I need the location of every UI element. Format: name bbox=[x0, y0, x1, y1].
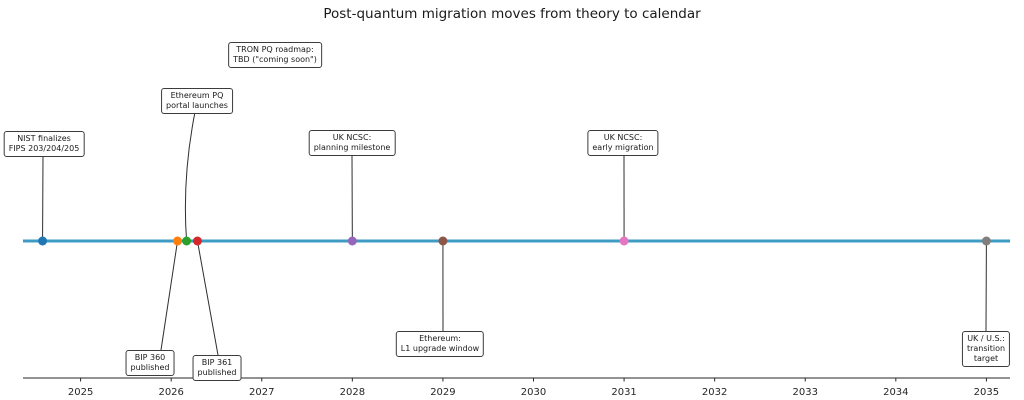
x-axis-tick-label: 2035 bbox=[974, 387, 999, 398]
x-axis-tick-label: 2030 bbox=[521, 387, 546, 398]
event-dot-bip-360-published bbox=[173, 236, 183, 246]
x-axis-tick-label: 2027 bbox=[249, 387, 274, 398]
event-dot-uk-us-transition-target bbox=[981, 236, 991, 246]
x-axis-tick-label: 2034 bbox=[883, 387, 908, 398]
chart-title: Post-quantum migration moves from theory… bbox=[323, 6, 701, 22]
x-axis-tick-label: 2033 bbox=[793, 387, 818, 398]
event-label-nist-fips-finalized: NIST finalizes FIPS 203/204/205 bbox=[3, 131, 85, 157]
event-dot-nist-fips-finalized bbox=[38, 236, 48, 246]
event-label-tron-pq-roadmap: TRON PQ roadmap: TBD ("coming soon") bbox=[228, 42, 322, 68]
x-axis-tick-label: 2031 bbox=[611, 387, 636, 398]
event-label-uk-ncsc-planning-milestone: UK NCSC: planning milestone bbox=[308, 130, 396, 156]
event-dot-bip-361-published bbox=[192, 236, 202, 246]
event-label-ethereum-l1-upgrade-window: Ethereum: L1 upgrade window bbox=[395, 331, 485, 357]
event-label-bip-361-published: BIP 361 published bbox=[192, 355, 242, 381]
x-axis-tick-label: 2032 bbox=[702, 387, 727, 398]
leader-line-ethereum-pq-portal bbox=[184, 111, 196, 242]
x-axis-tick-label: 2025 bbox=[68, 387, 93, 398]
x-axis-tick-label: 2028 bbox=[340, 387, 365, 398]
event-dot-ethereum-l1-upgrade-window bbox=[438, 236, 448, 246]
x-axis-tick-label: 2026 bbox=[158, 387, 183, 398]
x-axis-tick-label: 2029 bbox=[430, 387, 455, 398]
event-label-uk-ncsc-early-migration: UK NCSC: early migration bbox=[587, 130, 659, 156]
leader-line-bip-360-published bbox=[160, 240, 179, 351]
event-label-ethereum-pq-portal: Ethereum PQ portal launches bbox=[161, 88, 233, 114]
event-dot-uk-ncsc-early-migration bbox=[619, 236, 629, 246]
event-dot-ethereum-pq-portal bbox=[182, 236, 192, 246]
leader-line-bip-361-published bbox=[196, 240, 219, 356]
event-label-uk-us-transition-target: UK / U.S.: transition target bbox=[961, 331, 1011, 367]
event-label-bip-360-published: BIP 360 published bbox=[125, 350, 175, 376]
event-dot-uk-ncsc-planning-milestone bbox=[347, 236, 357, 246]
